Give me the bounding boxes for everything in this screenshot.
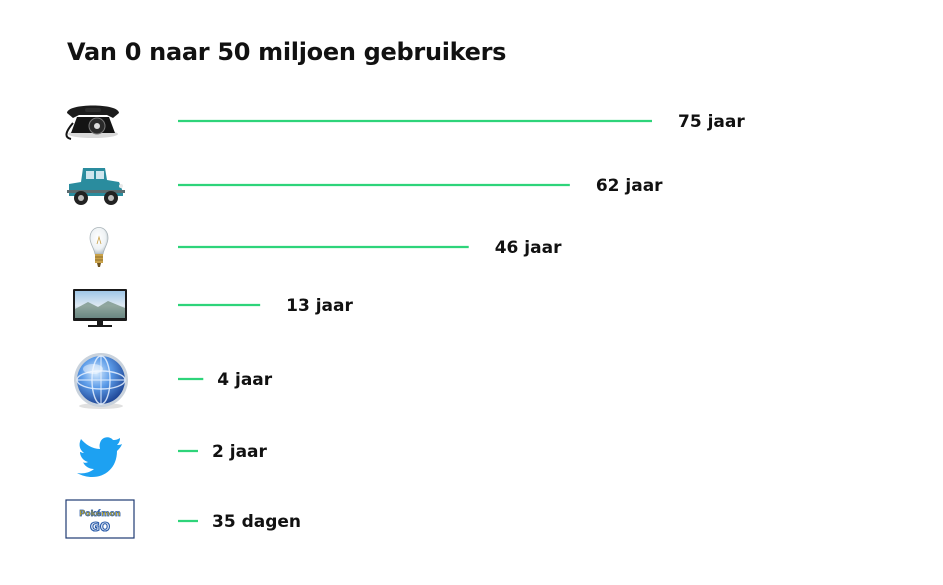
bar-label-television: 13 jaar: [286, 296, 353, 316]
television-icon: [73, 289, 127, 327]
pokemon-go-icon: Pokémon GO: [65, 499, 135, 539]
car-icon: [67, 168, 125, 205]
svg-text:Pokémon: Pokémon: [79, 508, 121, 518]
bar-label-twitter: 2 jaar: [212, 442, 268, 462]
telephone-icon: [65, 105, 119, 140]
chart-title: Van 0 naar 50 miljoen gebruikers: [67, 38, 507, 66]
bar-label-telephone: 75 jaar: [678, 112, 745, 132]
lightbulb-icon: [89, 227, 109, 267]
bar-label-lightbulb: 46 jaar: [495, 238, 562, 258]
bar-label-internet-globe: 4 jaar: [217, 370, 273, 390]
bar-label-car: 62 jaar: [596, 176, 663, 196]
internet-globe-icon: [74, 353, 128, 409]
svg-text:GO: GO: [90, 520, 110, 534]
bar-label-pokemon-go: 35 dagen: [212, 512, 301, 532]
twitter-icon: [77, 437, 122, 478]
